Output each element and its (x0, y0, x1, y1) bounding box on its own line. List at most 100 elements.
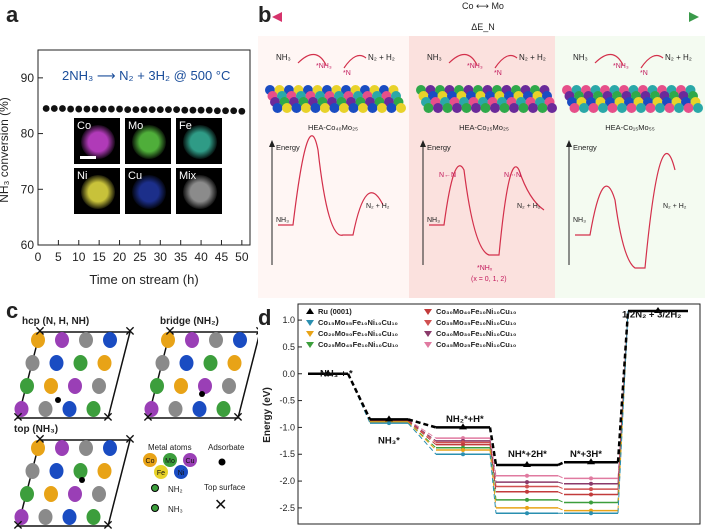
metal-atom (144, 401, 159, 417)
reaction-arrow-2 (343, 55, 367, 69)
top-surface-marker: ✕ (102, 409, 114, 425)
energy-connector (489, 447, 497, 500)
metal-atom (62, 509, 77, 525)
metal-atom (44, 378, 58, 394)
plot-frame (297, 303, 701, 525)
conversion-point (99, 105, 107, 113)
conversion-point (238, 107, 246, 115)
surface-atom (683, 103, 694, 113)
surface-atom (655, 103, 665, 113)
conversion-point (189, 106, 197, 114)
legend-element-label: Co (146, 458, 155, 465)
surface-atom (509, 103, 519, 113)
surface-atom (461, 103, 472, 113)
panel-a-chart: 60 70 80 90 0 5 10 15 20 25 30 35 40 45 50 NH₃ conver… (0, 49, 251, 287)
metal-atom (68, 486, 82, 502)
profile-start-label: NH₃ (276, 217, 289, 224)
metal-atom (79, 440, 93, 456)
y-tick-label: 90 (21, 71, 35, 85)
profile-start-label: NH₃ (573, 217, 586, 224)
top-surface-marker: ✕ (34, 431, 46, 447)
intermediate-label: *NHₓ (477, 265, 493, 272)
particle-blob (183, 125, 217, 159)
y-tick-label: 0.0 (282, 369, 295, 379)
top-grid: ✕ ✕ ✕ ✕ (12, 431, 136, 531)
legend-label: Co₂₀Mo₅₀Fe₁₀Ni₁₀Cu₁₀ (318, 329, 398, 338)
energy-axis-head (269, 140, 275, 147)
arrow-top-label: Co ⟷ Mo (462, 1, 504, 11)
surface-atom (645, 103, 656, 113)
ru-marker (385, 415, 393, 422)
metal-atom (155, 355, 170, 371)
metal-atom (222, 378, 236, 394)
x-tick-label: 0 (35, 250, 42, 264)
metal-atom (86, 401, 101, 417)
scale-bar (80, 156, 96, 159)
energy-connector (489, 449, 497, 508)
y-tick-label: -2.5 (279, 503, 295, 513)
metal-atom (20, 378, 34, 394)
surface-atom (423, 103, 434, 113)
surface-atom (386, 103, 397, 113)
metal-atom (203, 355, 218, 371)
top-surface-marker: ✕ (12, 517, 24, 531)
x-tick-label: 35 (174, 250, 188, 264)
legend-marker (306, 331, 314, 337)
legend-top-surface-marker: ✕ (214, 497, 227, 514)
metal-atom (73, 355, 88, 371)
step-label: N*+3H* (570, 449, 602, 460)
eds-maps: Co Mo Fe Ni Cu Mix (74, 118, 226, 216)
conversion-point (197, 106, 205, 114)
x-tick-label: 30 (154, 250, 168, 264)
metal-atom (192, 401, 207, 417)
panel-label-a: a (6, 2, 19, 27)
legend-metal-atoms: Metal atoms (148, 443, 192, 452)
metal-atom (25, 355, 40, 371)
eds-map-cu: Cu (125, 168, 171, 214)
legend-top-surface: Top surface (204, 483, 246, 492)
metal-atom (14, 509, 29, 525)
metal-atom (179, 355, 194, 371)
arrow-left-head (272, 12, 282, 22)
metal-atom (79, 332, 93, 348)
energy-connector (407, 418, 437, 429)
panel-label-b: b (258, 2, 272, 27)
conversion-point (59, 105, 66, 112)
y-tick-label: 0.5 (282, 342, 295, 352)
alloy-marker (589, 511, 593, 516)
ru-marker (654, 306, 662, 313)
x-tick-label: 20 (113, 250, 127, 264)
surface-atom (442, 103, 453, 113)
surface-atom (301, 103, 311, 113)
metal-atom (185, 332, 199, 348)
ru-marker (459, 423, 467, 430)
adsorbate-site (199, 391, 205, 397)
energy-connector (557, 485, 565, 490)
profile-start-label: NH₃ (427, 217, 440, 224)
x-tick-label: 10 (72, 250, 86, 264)
legend-element-fe (154, 465, 168, 479)
metal-atom (216, 401, 231, 417)
energy-connector (407, 421, 437, 449)
surface-atom (452, 103, 462, 113)
particle-blob (81, 175, 115, 209)
step-label: NH₂*+H* (446, 414, 484, 425)
y-tick-label: -1.5 (279, 449, 295, 459)
conversion-point (42, 105, 50, 112)
surface-atom (626, 103, 637, 113)
particle-blob (183, 175, 217, 209)
conversion-point (91, 105, 99, 113)
eds-map-label: Cu (128, 170, 143, 182)
alloy-marker (525, 497, 529, 502)
step-label: NH₃ + * (320, 368, 353, 379)
column-1-bg (258, 36, 409, 298)
legend-label: Co₂₅Mo₄₅Fe₁₀Ni₁₀Cu₁₀ (318, 340, 398, 349)
legend-label: Ru (0001) (318, 307, 352, 316)
energy-connector (557, 507, 565, 512)
legend-nh2: NH₂ (168, 485, 183, 494)
legend-element-cu (183, 453, 197, 467)
alloy-marker (525, 505, 529, 510)
metal-atom (14, 401, 29, 417)
panel-c-diagram: ✕ ✕ ✕ ✕ ✕ ✕ ✕ ✕ ✕ ✕ ✕ ✕ hcp (N, H, NH) bridge (NH₂)… (12, 316, 258, 531)
adsorbate-label-1: *NH₃ (467, 63, 483, 70)
